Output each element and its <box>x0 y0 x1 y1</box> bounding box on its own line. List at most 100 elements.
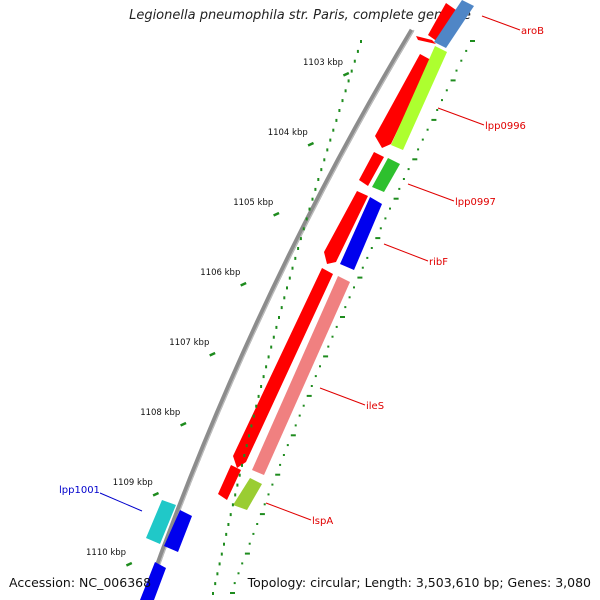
outer-dot <box>267 493 270 496</box>
outer-dot <box>302 404 305 407</box>
ruler-dot <box>257 394 260 398</box>
ruler-dot <box>225 532 228 536</box>
outer-dot <box>263 503 266 506</box>
outer-dot <box>441 99 443 102</box>
ruler-dot <box>227 523 230 526</box>
leader-lspA <box>265 502 312 521</box>
outer-dot <box>331 335 334 338</box>
ruler-dot <box>220 552 223 556</box>
outer-dot <box>407 168 410 171</box>
outer-dot <box>335 325 338 328</box>
feature-aroB <box>434 0 474 48</box>
ruler-dot <box>275 325 278 329</box>
outer-dot <box>361 266 364 269</box>
cds-forward-5 <box>233 268 333 468</box>
outer-dot <box>233 582 236 585</box>
ruler-dot <box>305 217 308 221</box>
ruler-major-tick <box>209 351 216 357</box>
outer-dot <box>348 296 351 299</box>
cds-forward-1b <box>428 3 456 42</box>
outer-dot <box>370 247 373 249</box>
feature-blue-lower-2 <box>140 562 166 600</box>
ruler-dot <box>326 148 329 152</box>
accession-text: Accession: NC_006368 <box>9 575 152 590</box>
outer-dot <box>455 69 458 72</box>
outer-dot <box>470 40 475 42</box>
ruler-major-tick <box>342 71 350 77</box>
ruler-dot <box>238 473 241 477</box>
ruler-dot <box>212 592 214 595</box>
feature-lpp0996 <box>391 46 447 150</box>
ruler-dot <box>329 138 332 142</box>
ruler-dot <box>234 493 237 497</box>
map-title: Legionella pneumophila str. Paris, compl… <box>129 8 471 23</box>
ruler-dot <box>241 463 243 467</box>
feature-lpp0997 <box>372 158 400 192</box>
outer-dot <box>417 148 420 151</box>
leader-lpp0997 <box>407 183 455 202</box>
outer-dot <box>353 286 355 289</box>
outer-dot <box>436 109 439 111</box>
ruler-label: 1110 kbp <box>86 548 126 558</box>
ruler-dot <box>250 424 253 428</box>
outer-dot <box>389 207 391 210</box>
ruler-dot <box>297 247 300 250</box>
cds-forward-1 <box>416 36 436 44</box>
ruler-labels: 1103 kbp 1104 kbp 1105 kbp 1106 kbp 1107 kbp… <box>86 58 350 567</box>
outer-dot <box>282 454 285 456</box>
outer-dot <box>294 424 297 427</box>
ruler-dot <box>344 89 347 93</box>
ruler-dot <box>286 286 288 290</box>
ruler-dot <box>302 227 305 231</box>
outer-dot <box>450 79 456 82</box>
outer-dot <box>384 217 387 220</box>
ruler-dot <box>314 187 317 191</box>
feature-lpp1001 <box>146 500 176 544</box>
ruler-dot <box>218 562 221 566</box>
cds-forward-3 <box>359 152 384 186</box>
ruler-label: 1109 kbp <box>113 478 153 488</box>
ruler-major-tick <box>125 561 133 567</box>
ruler-dot <box>236 483 239 487</box>
outer-dot <box>290 434 296 437</box>
leader-aroB <box>481 15 521 31</box>
ruler-dot <box>360 40 362 43</box>
ruler-major-tick <box>180 421 187 427</box>
ruler-label: 1108 kbp <box>140 408 180 418</box>
outer-dot <box>244 552 250 555</box>
outer-dot <box>393 197 399 200</box>
cds-forward-4 <box>324 191 368 264</box>
outer-dot <box>375 237 381 240</box>
ruler-label: 1106 kbp <box>200 268 240 278</box>
feature-ileS <box>252 276 350 475</box>
outer-dot <box>379 227 382 230</box>
ruler-dot <box>338 109 341 112</box>
outer-dot <box>323 355 329 358</box>
ruler-dot <box>214 582 217 586</box>
ruler-label: 1105 kbp <box>233 198 273 208</box>
outer-dot <box>327 345 330 348</box>
outer-dot <box>412 158 418 161</box>
ruler-dot <box>283 296 286 300</box>
cds-forward-2 <box>375 54 431 148</box>
outer-dot <box>271 483 274 486</box>
feature-lspA <box>233 478 262 510</box>
ruler-dot <box>308 207 311 211</box>
ruler-dot <box>291 266 294 270</box>
leader-ileS <box>319 387 366 406</box>
label-lpp1001: lpp1001 <box>59 485 100 496</box>
label-ribF: ribF <box>429 257 448 268</box>
outer-dot <box>398 187 401 190</box>
outer-dot <box>230 592 235 594</box>
label-aroB: aroB <box>521 26 544 37</box>
outer-dot <box>465 49 468 52</box>
outer-dot <box>298 414 301 417</box>
outer-dot <box>366 256 369 259</box>
ruler-major-tick <box>240 281 247 287</box>
ruler-dot <box>288 276 291 280</box>
ruler-dot <box>243 454 246 457</box>
label-lpp0997: lpp0997 <box>455 197 496 208</box>
label-lpp0996: lpp0996 <box>485 121 526 132</box>
ruler-dot <box>294 256 297 260</box>
